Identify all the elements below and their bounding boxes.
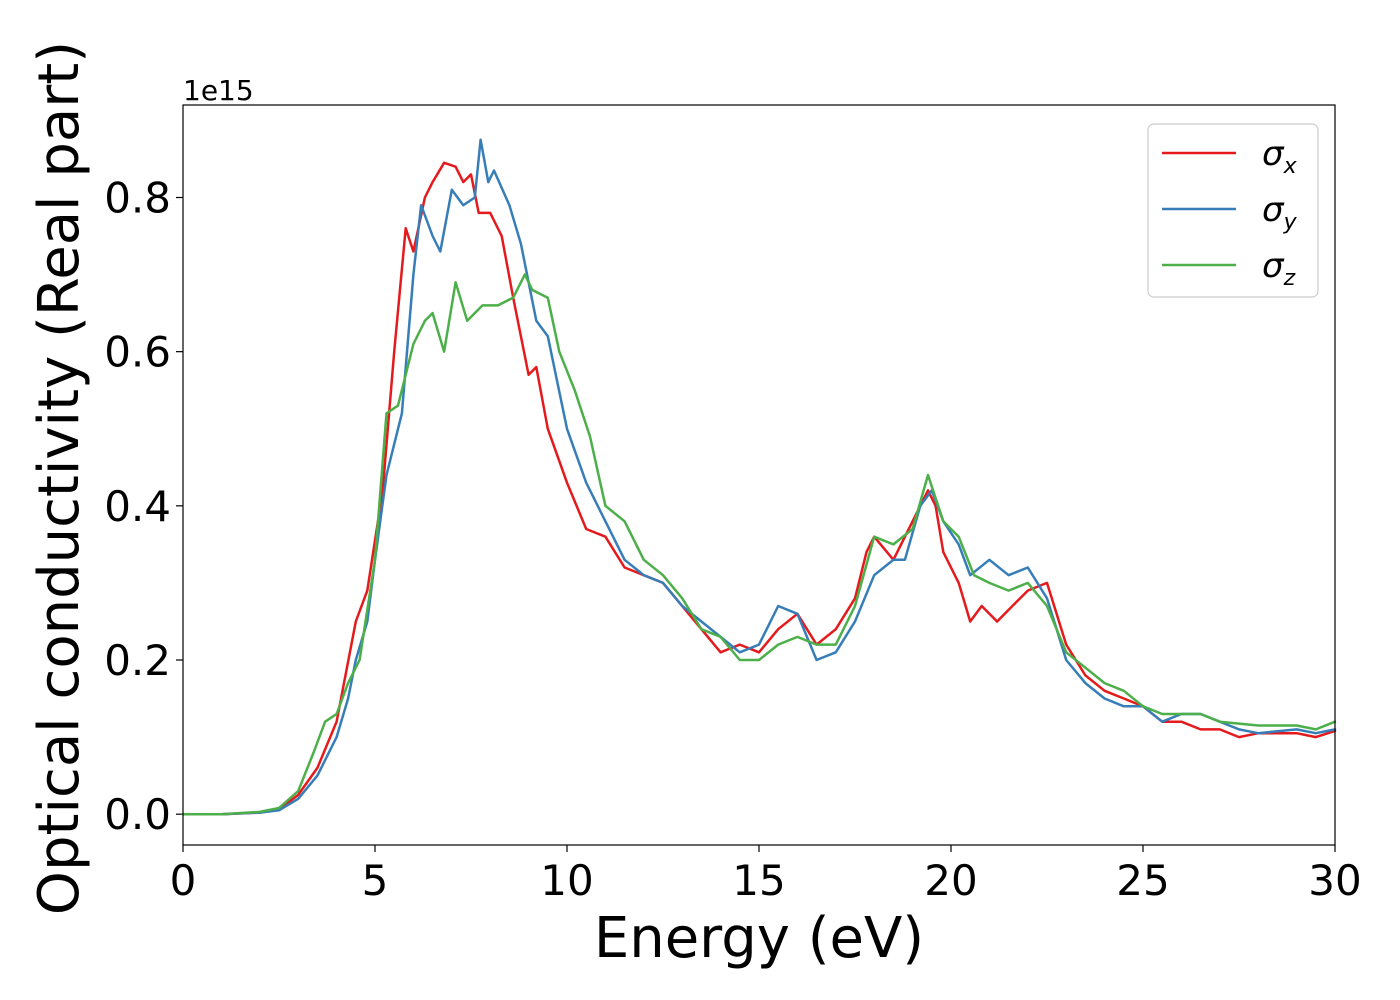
x-tick-label: 25 xyxy=(1116,856,1169,905)
series-line-z xyxy=(181,273,1337,816)
series-line-y xyxy=(181,138,1337,816)
legend-label-z: σz xyxy=(1262,246,1296,291)
y-tick-label: 0.0 xyxy=(104,790,171,839)
series-lines xyxy=(181,138,1337,816)
y-axis-title: Optical conductivity (Real part) xyxy=(27,41,92,915)
legend-label-y: σy xyxy=(1262,190,1298,235)
x-axis-title: Energy (eV) xyxy=(594,906,924,971)
y-tick-label: 0.2 xyxy=(104,636,171,685)
x-tick-label: 0 xyxy=(170,856,197,905)
legend: σx σy σz xyxy=(1147,123,1319,298)
y-axis-offset-label: 1e15 xyxy=(183,74,254,107)
x-tick-label: 5 xyxy=(362,856,389,905)
legend-entries: σx σy σz xyxy=(1162,134,1298,291)
x-tick-label: 10 xyxy=(540,856,593,905)
y-tick-label: 0.4 xyxy=(104,482,171,531)
legend-label-x: σx xyxy=(1262,134,1298,179)
y-tick-label: 0.6 xyxy=(104,328,171,377)
x-tick-label: 20 xyxy=(924,856,977,905)
plot-frame xyxy=(182,104,1336,846)
y-tick-label: 0.8 xyxy=(104,174,171,223)
x-axis-ticks: 0 5 10 15 20 25 30 xyxy=(170,845,1362,905)
y-axis-ticks: 0.0 0.2 0.4 0.6 0.8 xyxy=(104,174,183,839)
x-tick-label: 15 xyxy=(732,856,785,905)
legend-box xyxy=(1147,123,1319,298)
x-tick-label: 30 xyxy=(1308,856,1361,905)
